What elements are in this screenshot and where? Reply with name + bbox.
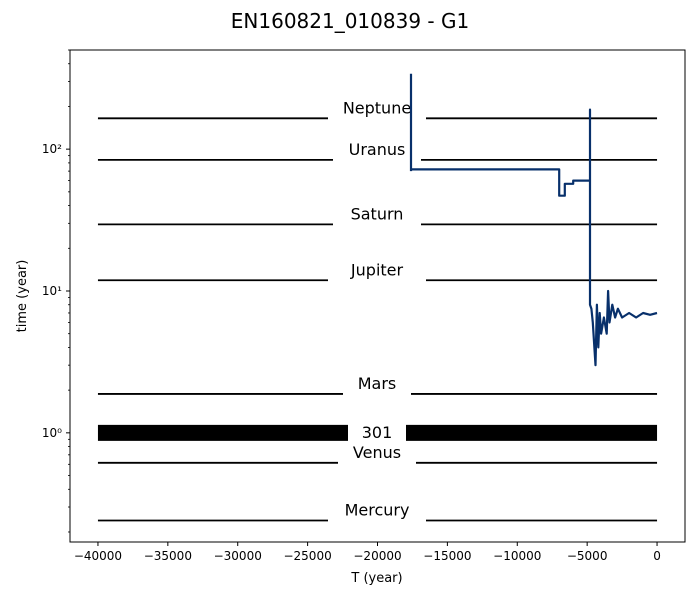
reference-label-jupiter: Jupiter (350, 260, 404, 279)
y-axis-label: time (year) (15, 260, 30, 333)
x-tick-label: −40000 (74, 549, 122, 563)
x-tick-label: −30000 (214, 549, 262, 563)
x-tick-label: −20000 (353, 549, 401, 563)
reference-label-301: 301 (362, 423, 393, 442)
x-tick-label: −15000 (423, 549, 471, 563)
y-axis: 10⁰ 10¹ 10² (42, 49, 70, 533)
reference-label-neptune: Neptune (343, 98, 411, 117)
reference-label-venus: Venus (353, 443, 401, 462)
y-tick-label: 10² (42, 142, 62, 156)
x-tick-label: −35000 (144, 549, 192, 563)
x-tick-label: −10000 (493, 549, 541, 563)
series-line-segment-1 (411, 108, 658, 367)
x-axis: −40000 −35000 −30000 −25000 −20000 −15000 −100… (74, 542, 661, 563)
reference-label-uranus: Uranus (349, 140, 406, 159)
reference-label-saturn: Saturn (351, 204, 404, 223)
x-tick-label: 0 (653, 549, 661, 563)
y-tick-label: 10⁰ (42, 426, 62, 440)
reference-label-mercury: Mercury (345, 501, 410, 520)
chart-title: EN160821_010839 - G1 (231, 9, 469, 33)
y-tick-label: 10¹ (42, 284, 62, 298)
x-tick-label: −25000 (283, 549, 331, 563)
reference-label-mars: Mars (358, 374, 397, 393)
axes-frame (69, 49, 686, 543)
x-tick-label: −5000 (567, 549, 608, 563)
x-axis-label: T (year) (350, 571, 402, 586)
